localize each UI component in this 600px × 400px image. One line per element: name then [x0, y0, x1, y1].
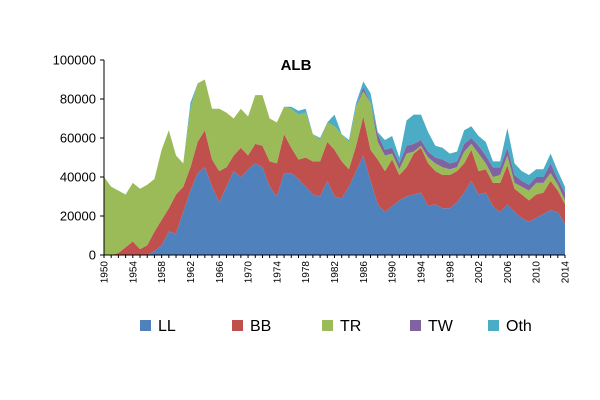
y-axis-ticks: 0 20000 40000 60000 80000 100000 — [53, 53, 104, 263]
x-tick-label: 1974 — [272, 261, 283, 284]
legend-item-tw: TW — [410, 318, 454, 335]
x-tick-label: 2010 — [532, 261, 543, 284]
area-bb — [104, 116, 565, 255]
legend-swatch — [410, 320, 421, 331]
x-tick-label: 1954 — [128, 261, 139, 284]
legend-item-tr: TR — [322, 318, 361, 335]
x-tick-label: 1998 — [445, 261, 456, 284]
y-tick-label: 40000 — [60, 170, 96, 185]
legend-item-bb: BB — [232, 318, 271, 335]
x-tick-label: 1982 — [330, 261, 341, 284]
x-tick-label: 1978 — [301, 261, 312, 284]
y-tick-label: 80000 — [60, 92, 96, 107]
legend-swatch — [322, 320, 333, 331]
legend-label: TW — [428, 318, 454, 335]
area-tw — [104, 79, 565, 201]
legend-item-oth: Oth — [488, 318, 532, 335]
x-tick-label: 1970 — [244, 261, 255, 284]
chart-title: ALB — [281, 57, 312, 74]
legend-swatch — [232, 320, 243, 331]
x-tick-label: 2002 — [474, 261, 485, 284]
legend-swatch — [140, 320, 151, 331]
area-oth — [104, 79, 565, 195]
legend-label: Oth — [506, 318, 532, 335]
legend-label: BB — [250, 318, 271, 335]
x-tick-label: 2006 — [503, 261, 514, 284]
y-tick-label: 0 — [89, 248, 96, 263]
legend: LL BB TR TW Oth — [140, 318, 532, 335]
y-tick-label: 100000 — [53, 53, 96, 68]
legend-label: TR — [340, 318, 361, 335]
legend-label: LL — [158, 318, 176, 335]
x-tick-label: 1990 — [388, 261, 399, 284]
area-ll — [104, 155, 565, 255]
x-tick-label: 1958 — [157, 261, 168, 284]
x-axis-ticks: 1950 1954 1958 1962 1966 1970 1974 1978 1982 1986… — [100, 255, 572, 283]
y-tick-label: 60000 — [60, 131, 96, 146]
x-tick-label: 1950 — [100, 261, 111, 284]
x-tick-label: 1994 — [416, 261, 427, 284]
area-series-group — [104, 79, 565, 255]
x-tick-label: 2014 — [561, 261, 572, 284]
y-tick-label: 20000 — [60, 209, 96, 224]
x-tick-label: 1986 — [359, 261, 370, 284]
x-tick-label: 1962 — [186, 261, 197, 284]
x-tick-label: 1966 — [215, 261, 226, 284]
legend-item-ll: LL — [140, 318, 176, 335]
area-tr — [104, 79, 565, 255]
legend-swatch — [488, 320, 499, 331]
